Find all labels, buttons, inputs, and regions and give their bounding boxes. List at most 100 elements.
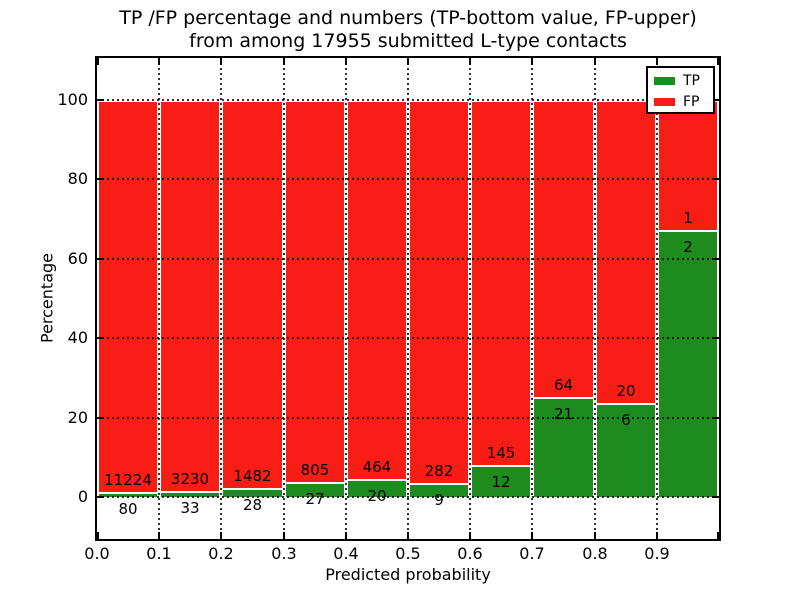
bar-count-tp: 2 — [683, 238, 693, 257]
y-tick-mark — [97, 258, 104, 260]
x-tick-mark-top — [283, 58, 285, 65]
gridline-vertical — [656, 58, 658, 539]
y-tick-mark-right — [712, 99, 719, 101]
x-tick-mark — [283, 532, 285, 539]
bar-segment-fp — [470, 100, 532, 467]
xtick-label: 0.8 — [582, 544, 608, 563]
y-tick-mark-right — [712, 496, 719, 498]
bar-segment-fp — [159, 100, 221, 493]
bar-count-tp: 9 — [434, 490, 444, 509]
gridline-horizontal — [97, 99, 719, 101]
chart-title: TP /FP percentage and numbers (TP-bottom… — [97, 7, 719, 53]
bar-count-fp: 805 — [300, 461, 330, 480]
ytick-label: 0 — [77, 487, 88, 506]
gridline-vertical — [220, 58, 222, 539]
legend-swatch-fp — [654, 97, 675, 106]
x-tick-mark-top — [656, 58, 658, 65]
x-tick-mark — [469, 532, 471, 539]
gridline-vertical — [469, 58, 471, 539]
gridline-vertical — [594, 58, 596, 539]
bar-segment-fp — [408, 100, 470, 485]
x-tick-mark — [656, 532, 658, 539]
xtick-label: 0.7 — [519, 544, 545, 563]
bar-count-fp: 64 — [553, 375, 574, 394]
gridline-horizontal — [97, 496, 719, 498]
bar-count-fp: 282 — [424, 461, 454, 480]
gridline-horizontal — [97, 417, 719, 419]
bar-count-tp: 28 — [242, 495, 263, 514]
plot-area: 11224 80 3230 33 1482 28 805 27 464 20 282 9 145 12 64… — [97, 58, 719, 539]
legend-box: TP FP — [646, 66, 715, 114]
x-tick-mark-top — [345, 58, 347, 65]
bar-segment-fp — [221, 100, 284, 490]
gridline-horizontal — [97, 178, 719, 180]
xtick-label: 0.6 — [457, 544, 483, 563]
x-tick-mark-top — [469, 58, 471, 65]
ytick-label: 40 — [67, 328, 88, 347]
y-tick-mark — [97, 99, 104, 101]
xtick-label: 0.5 — [395, 544, 421, 563]
ytick-label: 100 — [57, 90, 88, 109]
xtick-label: 0.9 — [644, 544, 670, 563]
legend-entry-tp: TP — [648, 70, 713, 91]
y-tick-mark — [97, 496, 104, 498]
bar-segment-fp — [346, 100, 408, 481]
bar-count-fp: 1 — [683, 209, 693, 228]
bar-segment-fp — [284, 100, 346, 485]
y-tick-mark-right — [712, 337, 719, 339]
ytick-label: 80 — [67, 169, 88, 188]
x-tick-mark — [97, 532, 99, 539]
xtick-label: 0.3 — [271, 544, 297, 563]
xtick-label: 0.4 — [333, 544, 359, 563]
x-tick-mark-top — [594, 58, 596, 65]
bar-count-tp: 20 — [367, 486, 387, 505]
x-tick-mark — [594, 532, 596, 539]
x-tick-mark-top — [407, 58, 409, 65]
xtick-label: 0.0 — [84, 544, 110, 563]
y-tick-mark-right — [712, 258, 719, 260]
bar-segment-tp — [657, 232, 719, 497]
x-tick-mark-top — [97, 58, 99, 65]
x-tick-mark — [407, 532, 409, 539]
x-tick-mark-top — [531, 58, 533, 65]
xtick-label: 0.2 — [208, 544, 234, 563]
y-tick-mark-right — [712, 178, 719, 180]
bar-count-tp: 27 — [305, 490, 325, 509]
bar-count-fp: 3230 — [170, 469, 210, 488]
legend-label-fp: FP — [683, 93, 700, 110]
chart-title-line2: from among 17955 submitted L-type contac… — [189, 30, 627, 52]
bar-count-fp: 464 — [362, 457, 392, 476]
gridline-vertical — [283, 58, 285, 539]
x-tick-mark-top — [220, 58, 222, 65]
bar-segment-fp — [595, 100, 657, 406]
bar-count-tp: 6 — [621, 411, 631, 430]
gridline-horizontal — [97, 258, 719, 260]
legend-entry-fp: FP — [648, 91, 713, 112]
y-tick-mark — [97, 417, 104, 419]
x-axis-title: Predicted probability — [325, 565, 491, 584]
gridline-vertical — [345, 58, 347, 539]
x-tick-mark — [158, 532, 160, 539]
bar-count-fp: 20 — [616, 382, 636, 401]
ytick-label: 60 — [67, 249, 88, 268]
gridline-horizontal — [97, 337, 719, 339]
x-tick-mark — [531, 532, 533, 539]
ytick-label: 20 — [67, 408, 88, 427]
chart-title-line1: TP /FP percentage and numbers (TP-bottom… — [119, 7, 697, 29]
xtick-label: 0.1 — [146, 544, 172, 563]
bar-segment-tp — [470, 466, 532, 497]
bar-count-tp: 80 — [118, 500, 138, 519]
bar-count-fp: 1482 — [233, 466, 272, 485]
bar-count-tp: 33 — [180, 498, 200, 517]
bar-count-tp: 12 — [491, 472, 511, 491]
bar-count-tp: 21 — [553, 404, 574, 423]
x-tick-mark — [717, 532, 719, 539]
gridline-vertical — [407, 58, 409, 539]
bar-segment-fp — [657, 100, 719, 233]
legend-swatch-tp — [654, 76, 675, 85]
x-tick-mark-top — [158, 58, 160, 65]
gridline-vertical — [531, 58, 533, 539]
y-tick-mark-right — [712, 417, 719, 419]
y-tick-mark — [97, 337, 104, 339]
